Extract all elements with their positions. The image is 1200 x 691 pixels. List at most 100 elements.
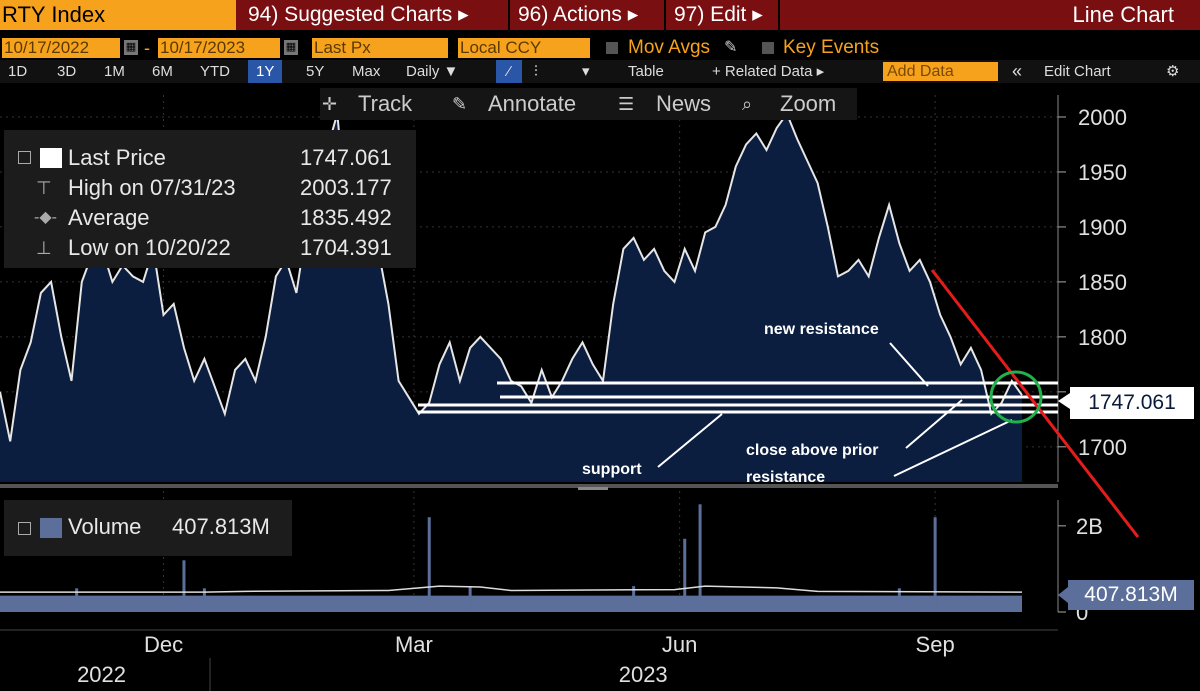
- legend-label: Last Price: [68, 145, 166, 170]
- calendar-icon[interactable]: ▦: [124, 40, 138, 55]
- magnifier-icon[interactable]: ⌕: [742, 94, 753, 114]
- annotate-tool[interactable]: Annotate: [488, 91, 577, 116]
- legend-label: Average: [68, 205, 150, 230]
- scroll-handle: [578, 487, 608, 490]
- add-data-input[interactable]: Add Data: [883, 62, 998, 81]
- highlight-circle: [989, 370, 1043, 424]
- list-icon[interactable]: ☰: [618, 94, 635, 114]
- volume-legend: Volume 407.813M: [4, 500, 292, 556]
- annotation-pointer: [893, 419, 1013, 477]
- volume-bar: [933, 517, 937, 612]
- period-3d[interactable]: 3D: [57, 63, 77, 80]
- title-bar: RTY Index 94) Suggested Charts ▸ 96) Act…: [0, 0, 1200, 30]
- period-1d[interactable]: 1D: [8, 63, 28, 80]
- year-label: 2022: [77, 662, 126, 687]
- volume-tick-label: 2B: [1076, 514, 1103, 539]
- legend-label: High on 07/31/23: [68, 175, 236, 200]
- edit-menu[interactable]: 97) Edit ▸: [674, 3, 763, 26]
- volume-bar: [427, 517, 431, 612]
- period-1m[interactable]: 1M: [104, 63, 125, 80]
- end-date-input[interactable]: 10/17/2023: [158, 38, 280, 58]
- collapse-box-icon[interactable]: [18, 522, 31, 535]
- period-6m[interactable]: 6M: [152, 63, 173, 80]
- low-marker-icon: ⊥: [36, 238, 52, 258]
- legend-row: Last Price 1747.061: [4, 143, 416, 173]
- mov-avgs-checkbox[interactable]: [606, 42, 618, 54]
- legend-row: ⊤ High on 07/31/23 2003.177: [4, 173, 416, 203]
- period-bar: 1D 3D 1M 6M YTD 1Y 5Y Max Daily ▼ ⁄ ⫶ ▾ …: [0, 60, 1200, 83]
- line-chart-icon[interactable]: ⁄: [496, 60, 522, 83]
- swatch-icon: [40, 148, 62, 168]
- legend-value: 2003.177: [300, 175, 392, 200]
- calendar-icon[interactable]: ▦: [284, 40, 298, 55]
- menu-divider: [778, 0, 780, 30]
- volume-label: Volume: [68, 514, 142, 539]
- period-5y[interactable]: 5Y: [306, 63, 325, 80]
- legend-row: ⊥ Low on 10/20/22 1704.391: [4, 233, 416, 263]
- volume-bar: [75, 588, 79, 612]
- average-marker-icon: -◆-: [34, 209, 57, 226]
- period-ytd[interactable]: YTD: [200, 63, 230, 80]
- high-marker-icon: ⊤: [36, 178, 52, 198]
- collapse-icon[interactable]: «: [1012, 61, 1023, 81]
- price-tick-label: 1700: [1078, 435, 1127, 460]
- gear-icon[interactable]: ⚙: [1166, 63, 1180, 80]
- table-button[interactable]: Table: [628, 63, 664, 80]
- volume-average-line: [0, 585, 1023, 593]
- month-label: Jun: [662, 632, 697, 657]
- volume-bar: [468, 586, 472, 612]
- price-tick-label: 1950: [1078, 160, 1127, 185]
- month-label: Dec: [144, 632, 183, 657]
- price-tick-label: 1800: [1078, 325, 1127, 350]
- downtrend-line: [930, 269, 1140, 538]
- pencil-icon[interactable]: ✎: [724, 39, 738, 56]
- actions-menu[interactable]: 96) Actions ▸: [518, 3, 639, 26]
- annotation-pointer: [657, 413, 723, 468]
- start-date-input[interactable]: 10/17/2022: [2, 38, 120, 58]
- legend-value: 1704.391: [300, 235, 392, 260]
- support-note: support: [582, 461, 642, 478]
- volume-bar: [202, 588, 206, 612]
- callout-pointer: [1058, 393, 1070, 409]
- zoom-tool[interactable]: Zoom: [780, 91, 837, 116]
- key-events-label: Key Events: [783, 37, 880, 58]
- bar-chart-icon[interactable]: ⫶: [534, 63, 538, 80]
- volume-bar: [897, 588, 901, 612]
- panel-divider: [0, 484, 1058, 488]
- year-label: 2023: [619, 662, 668, 687]
- related-data-button[interactable]: + Related Data ▸: [712, 63, 825, 80]
- currency-select[interactable]: Local CCY: [458, 38, 590, 58]
- chevron-down-icon[interactable]: ▾: [582, 63, 590, 80]
- close-above-note: close above prior: [746, 442, 879, 459]
- volume-bar: [632, 586, 636, 612]
- suggested-charts-menu[interactable]: 94) Suggested Charts ▸: [248, 3, 469, 26]
- month-label: Mar: [395, 632, 433, 657]
- period-1y[interactable]: 1Y: [248, 60, 283, 83]
- chart-tools: ✛ Track ✎ Annotate ☰ News ⌕ Zoom: [320, 88, 857, 120]
- legend-row: -◆- Average 1835.492: [4, 203, 416, 233]
- price-tick-label: 2000: [1078, 105, 1127, 130]
- volume-bar: [182, 560, 186, 612]
- month-label: Sep: [916, 632, 955, 657]
- period-max[interactable]: Max: [352, 63, 381, 80]
- callout-pointer: [1058, 587, 1068, 603]
- price-legend: Last Price 1747.061 ⊤ High on 07/31/23 2…: [4, 130, 416, 268]
- pencil-icon[interactable]: ✎: [452, 94, 468, 114]
- volume-base: [0, 595, 1022, 612]
- field-input[interactable]: Last Px: [312, 38, 448, 58]
- crosshair-icon[interactable]: ✛: [322, 94, 338, 114]
- frequency-select[interactable]: Daily ▼: [406, 63, 459, 80]
- legend-value: 1747.061: [300, 145, 392, 170]
- ticker-field[interactable]: RTY Index: [0, 0, 236, 30]
- edit-chart-button[interactable]: Edit Chart: [1044, 63, 1111, 80]
- legend-label: Low on 10/20/22: [68, 235, 231, 260]
- collapse-box-icon[interactable]: [18, 151, 31, 164]
- track-tool[interactable]: Track: [358, 91, 413, 116]
- key-events-checkbox[interactable]: [762, 42, 774, 54]
- date-dash: -: [144, 38, 150, 58]
- news-tool[interactable]: News: [656, 91, 712, 116]
- price-tick-label: 1900: [1078, 215, 1127, 240]
- price-area: [0, 113, 1022, 482]
- chart-type-title: Line Chart: [1072, 2, 1174, 27]
